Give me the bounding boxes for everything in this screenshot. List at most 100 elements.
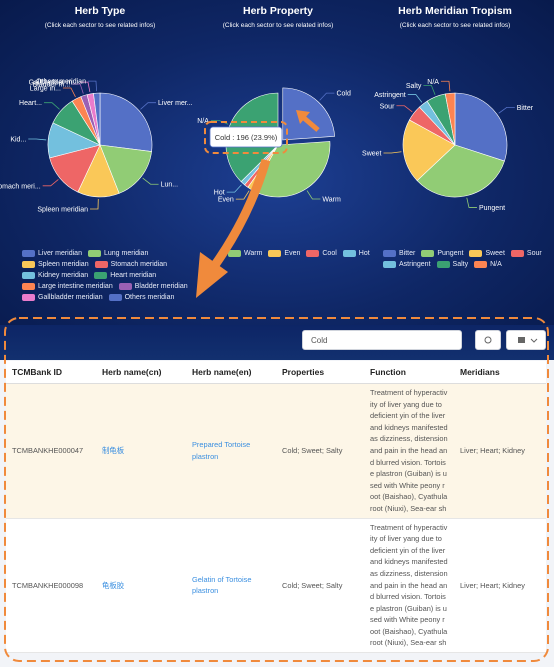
legend-swatch	[22, 272, 35, 279]
columns-button[interactable]	[506, 330, 546, 350]
column-header: Function	[364, 361, 454, 384]
legend-item[interactable]: Large intestine meridian	[22, 283, 113, 290]
label-line	[383, 151, 402, 154]
legend-swatch	[510, 250, 524, 257]
legend-label: Kidney meridian	[38, 272, 89, 279]
label-line	[319, 92, 335, 101]
table-cell: Treatment of hyperactivity of liver yang…	[364, 518, 454, 654]
legend-item[interactable]: Stomach meridian	[94, 261, 167, 268]
column-header: Herb name(en)	[186, 361, 276, 384]
chart-title: Herb Type	[75, 5, 126, 17]
table-cell: Liver; Heart; Kidney	[454, 518, 546, 654]
legend-item[interactable]: Kidney meridian	[22, 272, 88, 279]
legend: Bitter Pungent Sweet Sour Astringent Salty N/A	[383, 250, 543, 268]
table-cell[interactable]: Gelatin of Tortoise plastron	[186, 518, 276, 654]
slice-label: Hot	[214, 190, 225, 197]
legend-label: Hot	[358, 250, 370, 257]
column-header: Herb name(cn)	[96, 361, 186, 384]
legend-item[interactable]: Spleen meridian	[22, 261, 89, 268]
slice-label: Warm	[322, 196, 341, 203]
label-line	[498, 106, 515, 114]
table-cell[interactable]: 制龟板	[96, 383, 186, 519]
legend-item[interactable]: Bitter	[383, 250, 415, 257]
pie-slice	[99, 92, 153, 152]
table-cell[interactable]: Prepared Tortoise plastron	[186, 383, 276, 519]
legend-swatch	[22, 294, 35, 301]
legend-swatch	[474, 261, 488, 268]
legend-swatch	[383, 261, 396, 268]
slice-label: Gallbladder m...	[29, 80, 78, 87]
results-panel: Cold TCMBank ID Herb name(cn) Herb name(en…	[0, 325, 554, 667]
legend-item[interactable]: Salty	[436, 261, 468, 268]
label-line	[407, 94, 423, 103]
legend-item[interactable]: Warm	[228, 250, 262, 257]
table-row: TCMBANKHE000047 制龟板 Prepared Tortoise plas…	[6, 383, 546, 519]
search-input[interactable]: Cold	[302, 330, 462, 350]
legend-item[interactable]: Heart meridian	[94, 272, 156, 279]
refresh-button[interactable]	[475, 330, 501, 350]
chart-title: Herb Meridian Tropism	[398, 5, 512, 17]
pie-slice	[282, 87, 335, 141]
slice-label: Cold	[336, 91, 351, 98]
label-line	[43, 102, 60, 110]
slice-label: Kid...	[10, 136, 26, 143]
legend-item[interactable]: Sweet	[469, 250, 505, 257]
legend-item[interactable]: Lung meridian	[87, 250, 148, 257]
charts: Herb Type (Click each sector to see relat…	[0, 5, 534, 213]
table-cell[interactable]: 龟板胶	[96, 518, 186, 654]
table-row: TCMBANKHE000098 龟板胶 Gelatin of Tortoise pl…	[6, 518, 546, 654]
legend-label: Heart meridian	[110, 272, 157, 279]
legend-swatch	[268, 250, 282, 257]
table-cell: Cold; Sweet; Salty	[276, 383, 364, 519]
table-cell: TCMBANKHE000047	[6, 383, 96, 519]
legend-item[interactable]: Hot	[342, 250, 370, 257]
legend-swatch	[87, 250, 101, 257]
legend-item[interactable]: Cool	[306, 250, 337, 257]
legend-label: N/A	[490, 261, 502, 268]
label-line	[440, 80, 451, 92]
table-cell: Cold; Sweet; Salty	[276, 518, 364, 654]
legend-label: Large intestine meridian	[38, 283, 113, 290]
legend: Liver meridian Lung meridian Spleen meridi…	[22, 250, 192, 301]
label-line	[466, 197, 477, 208]
slice-label: Liver mer...	[158, 100, 193, 107]
legend-swatch	[436, 261, 450, 268]
slice-label: Others meridian	[36, 79, 86, 86]
legend-swatch	[22, 261, 35, 268]
legend-swatch	[94, 261, 108, 268]
legend-swatch	[118, 283, 132, 290]
legend-item[interactable]: Even	[268, 250, 300, 257]
label-line	[226, 184, 242, 193]
label-line	[28, 138, 47, 141]
label-line	[396, 105, 413, 113]
legend-item[interactable]: N/A	[474, 261, 502, 268]
slice-label: N/A	[197, 118, 209, 125]
legend-item[interactable]: Astringent	[383, 261, 431, 268]
column-header: Properties	[276, 361, 364, 384]
legend-item[interactable]: Liver meridian	[22, 250, 82, 257]
slice-label: Salty	[406, 83, 422, 90]
slice-label: Sour	[380, 103, 395, 110]
column-header: TCMBank ID	[6, 361, 96, 384]
legend-label: Others meridian	[124, 294, 175, 301]
label-line	[306, 190, 321, 200]
legend-item[interactable]: Others meridian	[108, 294, 175, 301]
legend-label: Cool	[322, 250, 337, 257]
legend-item[interactable]: Bladder meridian	[118, 283, 188, 290]
slice-label: Large in...	[30, 85, 61, 92]
legend-swatch	[469, 250, 483, 257]
legend-label: Bitter	[399, 250, 416, 257]
legend-item[interactable]: Sour	[510, 250, 542, 257]
legend-label: Pungent	[437, 250, 464, 257]
table-cell: TCMBANKHE000098	[6, 518, 96, 654]
label-line	[80, 81, 91, 93]
label-line	[62, 87, 76, 98]
legend-swatch	[22, 283, 35, 290]
table-cell: Treatment of hyperactivity of liver yang…	[364, 383, 454, 519]
slice-label: Stomach meri...	[0, 183, 41, 190]
pie-slice	[444, 92, 456, 146]
legend-item[interactable]: Gallbladder meridian	[22, 294, 103, 301]
legend-item[interactable]: Pungent	[421, 250, 463, 257]
chart-title: Herb Property	[243, 5, 313, 17]
pie-slice	[416, 144, 505, 198]
